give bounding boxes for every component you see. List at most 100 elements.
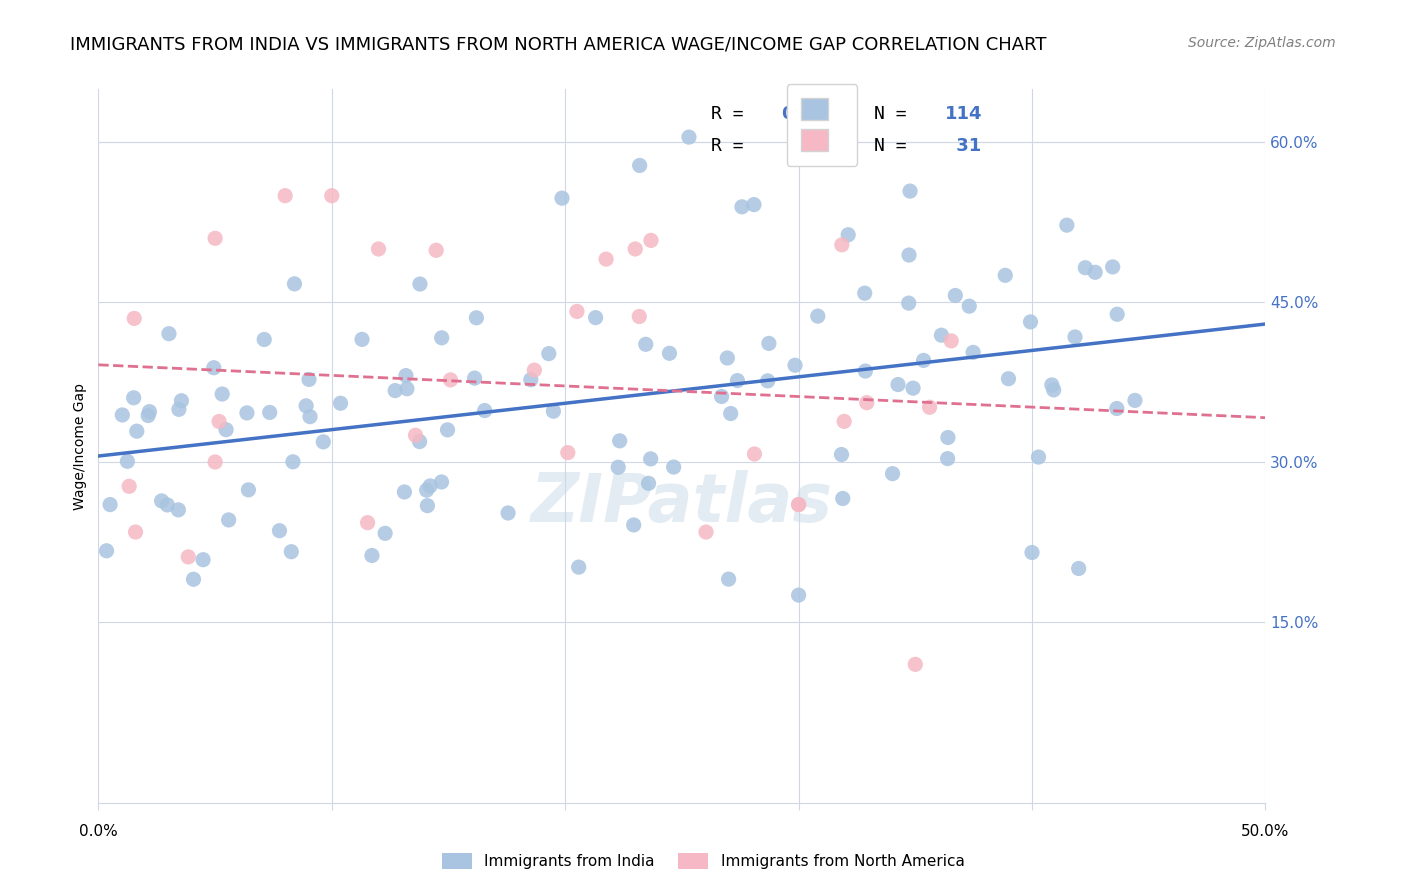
Point <box>997 372 1019 386</box>
Point <box>394 485 416 500</box>
Point <box>415 483 437 497</box>
Point <box>1028 450 1050 464</box>
Point <box>183 572 205 586</box>
Point <box>96 543 118 558</box>
Point <box>898 184 921 198</box>
Text: IMMIGRANTS FROM INDIA VS IMMIGRANTS FROM NORTH AMERICA WAGE/INCOME GAP CORRELATI: IMMIGRANTS FROM INDIA VS IMMIGRANTS FROM… <box>70 36 1047 54</box>
Point <box>832 414 855 428</box>
Point <box>607 460 630 475</box>
Point <box>624 242 647 256</box>
Point <box>218 513 240 527</box>
Point <box>901 381 924 395</box>
Point <box>124 524 146 539</box>
Point <box>215 423 238 437</box>
Point <box>436 423 458 437</box>
Point <box>136 409 159 423</box>
Text: N =: N = <box>875 137 918 155</box>
Point <box>758 336 780 351</box>
Point <box>717 572 740 586</box>
Text: 31: 31 <box>950 137 981 155</box>
Text: N =: N = <box>875 105 918 123</box>
Point <box>465 310 488 325</box>
Point <box>962 345 984 359</box>
Point <box>936 430 959 444</box>
Point <box>807 309 830 323</box>
Point <box>191 552 214 566</box>
Point <box>1067 561 1090 575</box>
Point <box>204 231 226 245</box>
Point <box>367 242 389 256</box>
Point <box>1021 545 1043 559</box>
Point <box>1042 383 1064 397</box>
Point <box>350 332 373 346</box>
Point <box>557 445 579 459</box>
Point <box>167 503 190 517</box>
Point <box>787 498 810 512</box>
Legend: Immigrants from India, Immigrants from North America: Immigrants from India, Immigrants from N… <box>436 847 970 875</box>
Point <box>931 328 953 343</box>
Text: ZIPatlas: ZIPatlas <box>531 470 832 536</box>
Point <box>312 434 335 449</box>
Point <box>543 404 565 418</box>
Text: R =: R = <box>711 137 755 155</box>
Point <box>882 467 904 481</box>
Point <box>831 491 853 506</box>
Point <box>565 304 588 318</box>
Point <box>202 360 225 375</box>
Text: 0.173: 0.173 <box>782 137 844 155</box>
Point <box>298 409 321 424</box>
Point <box>585 310 607 325</box>
Point <box>356 516 378 530</box>
Point <box>1019 315 1042 329</box>
Point <box>837 227 859 242</box>
Point <box>787 498 810 512</box>
Point <box>662 460 685 475</box>
Y-axis label: Wage/Income Gap: Wage/Income Gap <box>73 383 87 509</box>
Point <box>118 479 141 493</box>
Point <box>425 244 447 258</box>
Point <box>269 524 291 538</box>
Point <box>609 434 631 448</box>
Point <box>744 447 766 461</box>
Point <box>430 331 453 345</box>
Point <box>395 382 418 396</box>
Point <box>856 395 879 409</box>
Point <box>787 588 810 602</box>
Point <box>640 234 662 248</box>
Text: 0.0%: 0.0% <box>79 824 118 839</box>
Legend: , : , <box>787 84 858 166</box>
Point <box>1084 265 1107 279</box>
Point <box>637 476 659 491</box>
Point <box>283 277 305 291</box>
Point <box>439 373 461 387</box>
Point <box>204 455 226 469</box>
Point <box>537 346 560 360</box>
Point <box>1107 307 1129 321</box>
Point <box>994 268 1017 283</box>
Point <box>887 377 910 392</box>
Point <box>295 399 318 413</box>
Point <box>678 130 700 145</box>
Point <box>831 448 853 462</box>
Point <box>853 364 876 378</box>
Point <box>716 351 738 365</box>
Point <box>208 414 231 428</box>
Point <box>1101 260 1123 274</box>
Point <box>710 389 733 403</box>
Point <box>936 451 959 466</box>
Point <box>122 391 145 405</box>
Point <box>1040 378 1063 392</box>
Point <box>253 333 276 347</box>
Point <box>125 424 148 438</box>
Point <box>623 518 645 533</box>
Point <box>658 346 681 360</box>
Point <box>1064 330 1087 344</box>
Point <box>361 549 384 563</box>
Point <box>628 310 651 324</box>
Point <box>898 248 921 262</box>
Point <box>408 434 430 449</box>
Point <box>236 406 259 420</box>
Point <box>1105 401 1128 416</box>
Point <box>912 353 935 368</box>
Point <box>853 286 876 301</box>
